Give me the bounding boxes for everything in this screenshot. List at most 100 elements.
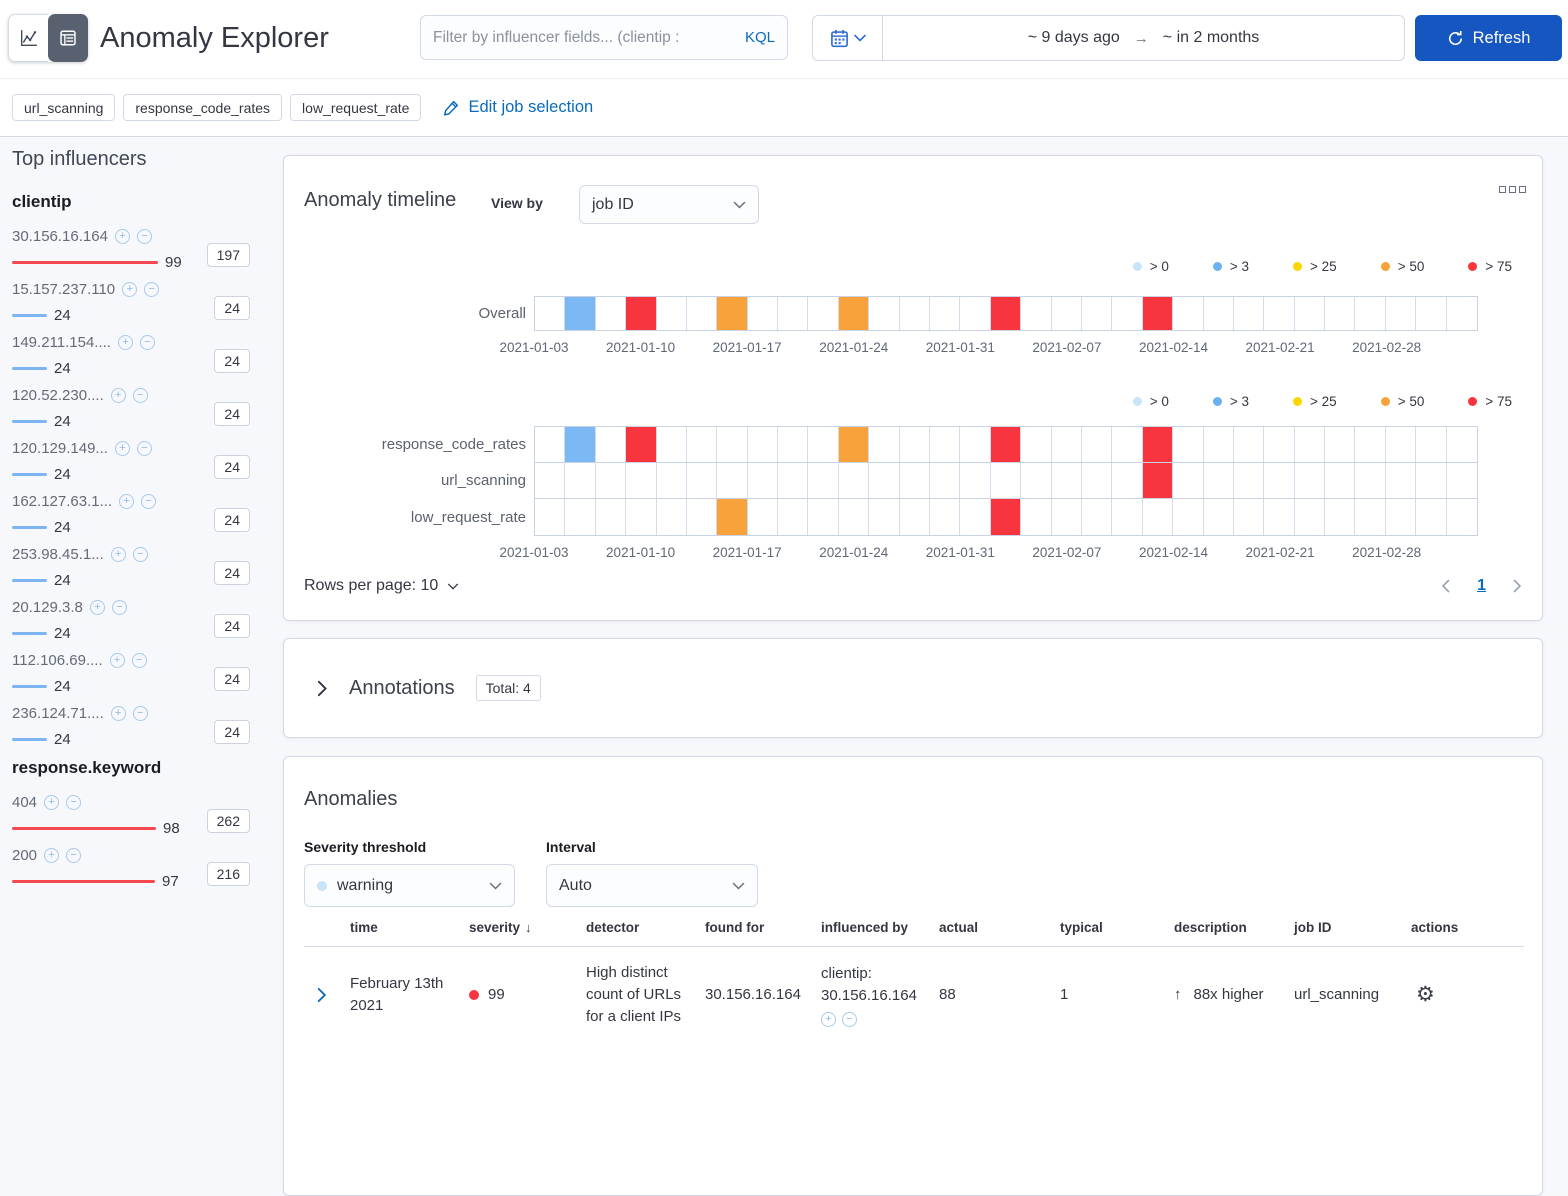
swimlane-cell[interactable] — [990, 499, 1022, 535]
swimlane-cell[interactable] — [1416, 427, 1447, 462]
swimlane-cell[interactable] — [1173, 462, 1204, 499]
swimlane-cell[interactable] — [1234, 462, 1265, 499]
swimlane-cell[interactable] — [1416, 499, 1447, 535]
swimlane-cell[interactable] — [717, 297, 748, 330]
swimlane-cell[interactable] — [930, 427, 961, 462]
swimlane-cell[interactable] — [657, 499, 687, 535]
swimlane-cell[interactable] — [838, 297, 870, 330]
column-header-description[interactable]: description — [1174, 920, 1294, 935]
kql-toggle[interactable]: KQL — [744, 29, 775, 46]
swimlane-cell[interactable] — [930, 499, 961, 535]
swimlane-cell[interactable] — [1052, 499, 1082, 535]
add-filter-icon[interactable]: + — [117, 335, 133, 350]
swimlane-cell[interactable] — [596, 499, 627, 535]
swimlane-cell[interactable] — [930, 462, 961, 499]
swimlane-cell[interactable] — [687, 462, 718, 499]
swimlane-cell[interactable] — [960, 297, 991, 330]
swimlane-cell[interactable] — [565, 297, 596, 330]
swimlane-cell[interactable] — [1295, 427, 1326, 462]
swimlane-cell[interactable] — [565, 462, 596, 499]
swimlane-cell[interactable] — [900, 427, 931, 462]
remove-filter-icon[interactable]: − — [144, 282, 160, 297]
swimlane-cell[interactable] — [778, 462, 809, 499]
swimlane-cell[interactable] — [1264, 462, 1295, 499]
swimlane-cell[interactable] — [1325, 499, 1356, 535]
swimlane-cell[interactable] — [1355, 462, 1386, 499]
single-metric-viewer-button[interactable] — [8, 14, 48, 62]
column-header-typical[interactable]: typical — [1060, 920, 1174, 935]
swimlane-cell[interactable] — [565, 427, 596, 462]
panel-options-icon[interactable] — [1499, 186, 1526, 193]
swimlane-cell[interactable] — [1112, 297, 1143, 330]
swimlane-cell[interactable] — [1173, 297, 1204, 330]
swimlane-cell[interactable] — [1204, 499, 1234, 535]
remove-filter-icon[interactable]: − — [136, 229, 152, 244]
swimlane-cell[interactable] — [535, 499, 566, 535]
swimlane-cell[interactable] — [808, 297, 839, 330]
swimlane-cell[interactable] — [900, 462, 931, 499]
swimlane-cell[interactable] — [900, 499, 931, 535]
column-header-severity[interactable]: severity ↓ — [469, 920, 586, 935]
swimlane-cell[interactable] — [1264, 499, 1295, 535]
swimlane-cell[interactable] — [687, 427, 718, 462]
job-badge[interactable]: response_code_rates — [123, 94, 283, 121]
add-filter-icon[interactable]: + — [114, 441, 130, 456]
add-filter-icon[interactable]: + — [821, 1011, 836, 1027]
swimlane-cell[interactable] — [808, 427, 839, 462]
swimlane-cell[interactable] — [1052, 297, 1082, 330]
column-header-detector[interactable]: detector — [586, 920, 705, 935]
influencer-filter-input[interactable]: Filter by influencer fields... (clientip… — [420, 15, 788, 60]
remove-filter-icon[interactable]: − — [136, 441, 152, 456]
swimlane-cell[interactable] — [839, 499, 870, 535]
swimlane-cell[interactable] — [808, 462, 839, 499]
swimlane-cell[interactable] — [1325, 462, 1356, 499]
column-header-job-ID[interactable]: job ID — [1294, 920, 1411, 935]
swimlane-cell[interactable] — [1295, 462, 1326, 499]
add-filter-icon[interactable]: + — [122, 282, 138, 297]
swimlane-cell[interactable] — [778, 297, 809, 330]
swimlane-cell[interactable] — [778, 499, 809, 535]
column-header-time[interactable]: time — [350, 920, 469, 935]
job-badge[interactable]: url_scanning — [12, 94, 116, 121]
swimlane-cell[interactable] — [748, 427, 779, 462]
refresh-button[interactable]: Refresh — [1415, 15, 1562, 61]
swimlane-cell[interactable] — [1325, 297, 1356, 330]
swimlane-cell[interactable] — [596, 462, 627, 499]
swimlane-cell[interactable] — [1082, 462, 1113, 499]
add-filter-icon[interactable]: + — [110, 547, 126, 562]
add-filter-icon[interactable]: + — [89, 600, 105, 615]
remove-filter-icon[interactable]: − — [111, 600, 127, 615]
job-badge[interactable]: low_request_rate — [290, 94, 422, 121]
swimlane-cell[interactable] — [1295, 499, 1326, 535]
swimlane-cell[interactable] — [1416, 462, 1447, 499]
swimlane-cell[interactable] — [717, 462, 748, 499]
swimlane-cell[interactable] — [535, 297, 566, 330]
swimlane-cell[interactable] — [1142, 462, 1174, 499]
swimlane-cell[interactable] — [838, 427, 870, 462]
swimlane-cell[interactable] — [1021, 297, 1052, 330]
swimlane-cell[interactable] — [869, 427, 900, 462]
swimlane-cell[interactable] — [1204, 462, 1234, 499]
swimlane-cell[interactable] — [626, 499, 657, 535]
swimlane-cell[interactable] — [1355, 499, 1386, 535]
swimlane-cell[interactable] — [1082, 297, 1113, 330]
swimlane-cell[interactable] — [596, 297, 627, 330]
add-filter-icon[interactable]: + — [110, 388, 126, 403]
add-filter-icon[interactable]: + — [44, 848, 60, 863]
swimlane-cell[interactable] — [626, 427, 657, 462]
swimlane-cell[interactable] — [869, 462, 900, 499]
chevron-right-icon[interactable] — [317, 680, 328, 697]
swimlane-cell[interactable] — [1234, 499, 1265, 535]
swimlane-cell[interactable] — [900, 297, 931, 330]
remove-filter-icon[interactable]: − — [132, 706, 148, 721]
add-filter-icon[interactable]: + — [44, 795, 60, 810]
swimlane-cell[interactable] — [1082, 427, 1113, 462]
swimlane-cell[interactable] — [1386, 462, 1417, 499]
swimlane-cell[interactable] — [657, 297, 687, 330]
swimlane-cell[interactable] — [1204, 427, 1234, 462]
gear-icon[interactable]: ⚙ — [1416, 983, 1435, 1006]
swimlane-cell[interactable] — [1325, 427, 1356, 462]
swimlane-cell[interactable] — [990, 427, 1022, 462]
swimlane-cell[interactable] — [930, 297, 961, 330]
swimlane-cell[interactable] — [1021, 499, 1052, 535]
